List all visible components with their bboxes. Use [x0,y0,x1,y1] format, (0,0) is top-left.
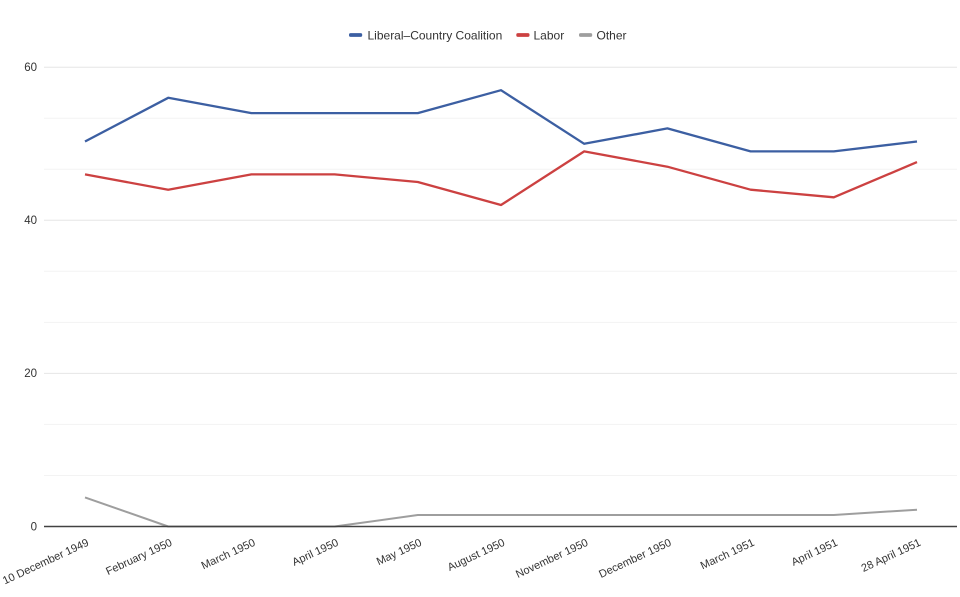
svg-text:Other: Other [597,28,627,42]
svg-text:Labor: Labor [534,28,565,42]
svg-text:0: 0 [31,521,37,533]
svg-text:Liberal–Country Coalition: Liberal–Country Coalition [368,28,503,42]
svg-text:40: 40 [24,215,37,227]
svg-text:60: 60 [24,62,37,74]
svg-text:20: 20 [24,368,37,380]
